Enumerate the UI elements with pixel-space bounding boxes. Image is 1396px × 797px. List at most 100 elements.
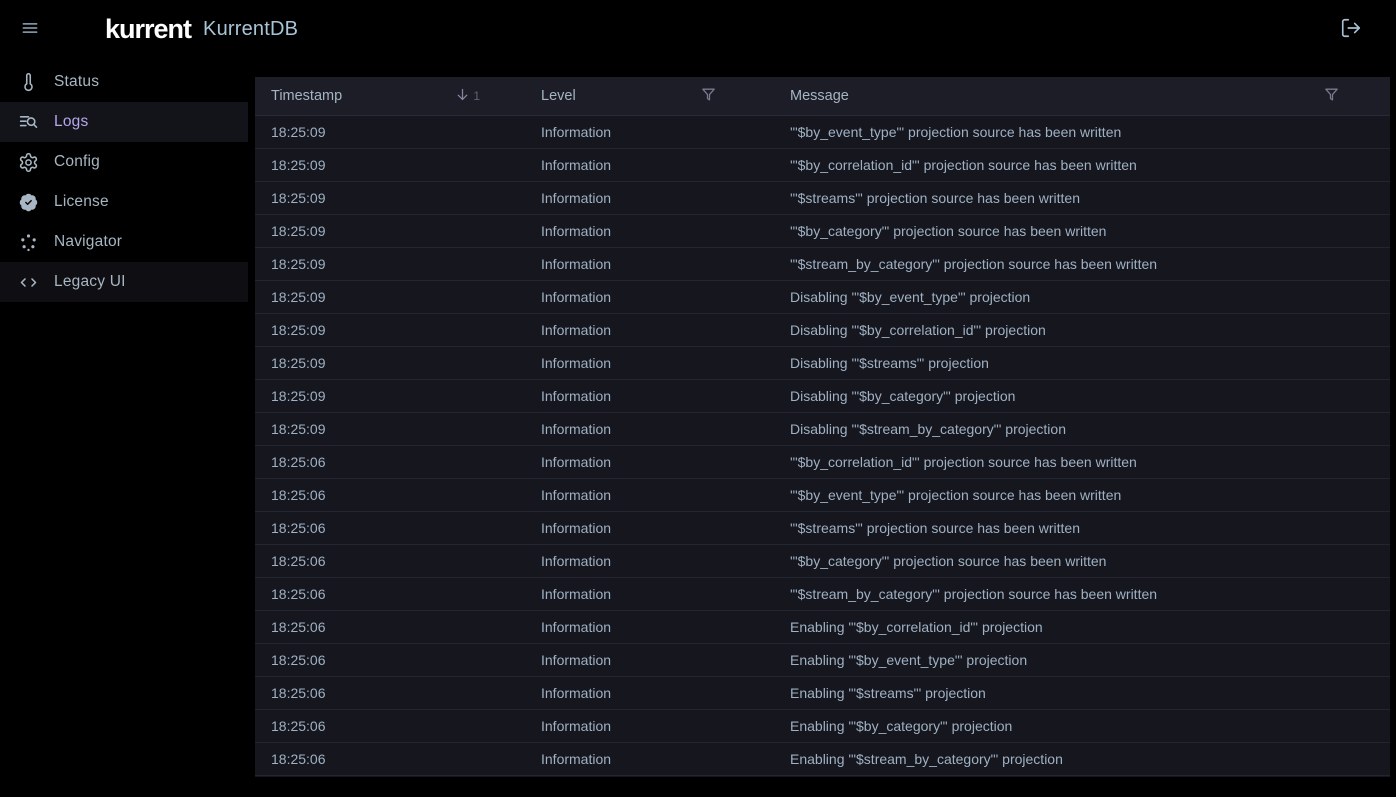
- timestamp-cell: 18:25:09: [271, 355, 326, 371]
- timestamp-cell: 18:25:06: [271, 520, 326, 536]
- sort-indicator[interactable]: 1: [454, 86, 480, 107]
- topbar: kurrent KurrentDB: [0, 0, 1396, 58]
- message-cell: Disabling '"$streams"' projection: [790, 355, 989, 371]
- log-table-row: 18:25:06 Information Enabling '"$by_even…: [255, 644, 1390, 677]
- log-table-row: 18:25:09 Information '"$by_category"' pr…: [255, 215, 1390, 248]
- message-cell: Enabling '"$stream_by_category"' project…: [790, 751, 1063, 767]
- log-table-row: 18:25:06 Information '"$stream_by_catego…: [255, 578, 1390, 611]
- navigator-dots-icon: [17, 231, 39, 253]
- menu-icon: [20, 18, 40, 41]
- thermometer-icon: [17, 71, 39, 93]
- timestamp-cell: 18:25:06: [271, 685, 326, 701]
- logs-table: Timestamp 1 Level Message: [255, 77, 1390, 777]
- sidebar-item-license[interactable]: License: [0, 182, 248, 222]
- column-header-level[interactable]: Level: [518, 77, 765, 115]
- timestamp-header-label: Timestamp: [271, 88, 343, 104]
- logout-icon: [1340, 17, 1362, 42]
- message-cell: '"$by_correlation_id"' projection source…: [790, 454, 1137, 470]
- level-cell: Information: [541, 190, 612, 206]
- timestamp-cell: 18:25:06: [271, 487, 326, 503]
- sidebar-item-status[interactable]: Status: [0, 62, 248, 102]
- column-header-message[interactable]: Message: [765, 77, 1390, 115]
- level-cell: Information: [541, 157, 612, 173]
- message-header-label: Message: [790, 88, 849, 104]
- message-cell: Disabling '"$by_category"' projection: [790, 388, 1016, 404]
- log-table-row: 18:25:06 Information Enabling '"$by_cate…: [255, 710, 1390, 743]
- message-cell: Enabling '"$by_category"' projection: [790, 718, 1013, 734]
- list-search-icon: [17, 111, 39, 133]
- log-table-row: 18:25:09 Information '"$streams"' projec…: [255, 182, 1390, 215]
- log-table-row: 18:25:09 Information '"$stream_by_catego…: [255, 248, 1390, 281]
- sidebar-item-label: Navigator: [54, 233, 123, 250]
- brand-logo: kurrent: [56, 13, 192, 45]
- message-filter-button[interactable]: [1323, 86, 1340, 107]
- timestamp-cell: 18:25:09: [271, 322, 326, 338]
- sidebar-item-logs[interactable]: Logs: [0, 102, 248, 142]
- timestamp-cell: 18:25:06: [271, 619, 326, 635]
- column-header-timestamp[interactable]: Timestamp 1: [255, 77, 518, 115]
- table-header-row: Timestamp 1 Level Message: [255, 77, 1390, 116]
- sort-order-badge: 1: [473, 89, 480, 103]
- message-cell: '"$by_event_type"' projection source has…: [790, 487, 1122, 503]
- level-cell: Information: [541, 619, 612, 635]
- kurrent-logo-icon: [56, 13, 98, 45]
- timestamp-cell: 18:25:09: [271, 289, 326, 305]
- message-cell: '"$by_correlation_id"' projection source…: [790, 157, 1137, 173]
- level-header-label: Level: [541, 88, 576, 104]
- level-cell: Information: [541, 355, 612, 371]
- hamburger-menu-button[interactable]: [16, 15, 44, 43]
- sidebar-item-label: Legacy UI: [54, 273, 126, 290]
- log-table-row: 18:25:09 Information Disabling '"$by_eve…: [255, 281, 1390, 314]
- message-cell: '"$by_event_type"' projection source has…: [790, 124, 1122, 140]
- log-table-row: 18:25:09 Information '"$by_correlation_i…: [255, 149, 1390, 182]
- level-cell: Information: [541, 454, 612, 470]
- badge-check-icon: [17, 191, 39, 213]
- message-cell: Disabling '"$by_correlation_id"' project…: [790, 322, 1046, 338]
- sidebar-item-legacy-ui[interactable]: Legacy UI: [0, 262, 248, 302]
- log-table-row: 18:25:09 Information Disabling '"$by_cat…: [255, 380, 1390, 413]
- table-body: 18:25:09 Information '"$by_event_type"' …: [255, 116, 1390, 777]
- sidebar: Status Logs Config License Navigator Leg…: [0, 58, 248, 797]
- sidebar-item-navigator[interactable]: Navigator: [0, 222, 248, 262]
- level-cell: Information: [541, 256, 612, 272]
- timestamp-cell: 18:25:09: [271, 256, 326, 272]
- message-cell: Enabling '"$by_event_type"' projection: [790, 652, 1028, 668]
- level-filter-button[interactable]: [700, 86, 717, 107]
- timestamp-cell: 18:25:09: [271, 223, 326, 239]
- level-cell: Information: [541, 223, 612, 239]
- timestamp-cell: 18:25:06: [271, 751, 326, 767]
- timestamp-cell: 18:25:09: [271, 157, 326, 173]
- filter-funnel-icon: [1323, 86, 1340, 107]
- level-cell: Information: [541, 718, 612, 734]
- message-cell: '"$by_category"' projection source has b…: [790, 553, 1107, 569]
- timestamp-cell: 18:25:06: [271, 718, 326, 734]
- log-table-row: 18:25:06 Information '"$by_correlation_i…: [255, 446, 1390, 479]
- level-cell: Information: [541, 322, 612, 338]
- log-table-row: 18:25:06 Information Enabling '"$streams…: [255, 677, 1390, 710]
- logout-button[interactable]: [1336, 14, 1366, 44]
- level-cell: Information: [541, 685, 612, 701]
- message-cell: '"$stream_by_category"' projection sourc…: [790, 586, 1158, 602]
- log-table-row: 18:25:06 Information Enabling '"$by_corr…: [255, 611, 1390, 644]
- message-cell: Disabling '"$by_event_type"' projection: [790, 289, 1031, 305]
- level-cell: Information: [541, 520, 612, 536]
- message-cell: '"$streams"' projection source has been …: [790, 520, 1080, 536]
- log-table-row: 18:25:06 Information '"$streams"' projec…: [255, 512, 1390, 545]
- log-table-row: 18:25:09 Information Disabling '"$by_cor…: [255, 314, 1390, 347]
- sidebar-item-config[interactable]: Config: [0, 142, 248, 182]
- log-table-row: 18:25:09 Information '"$by_event_type"' …: [255, 116, 1390, 149]
- level-cell: Information: [541, 553, 612, 569]
- log-table-row: 18:25:06 Information '"$by_event_type"' …: [255, 479, 1390, 512]
- message-cell: '"$by_category"' projection source has b…: [790, 223, 1107, 239]
- app-title: KurrentDB: [203, 17, 299, 40]
- code-brackets-icon: [17, 271, 39, 293]
- timestamp-cell: 18:25:06: [271, 652, 326, 668]
- log-table-row: 18:25:06 Information '"$by_category"' pr…: [255, 545, 1390, 578]
- sort-descending-icon: [454, 86, 471, 107]
- message-cell: Enabling '"$streams"' projection: [790, 685, 986, 701]
- timestamp-cell: 18:25:09: [271, 190, 326, 206]
- gear-icon: [17, 151, 39, 173]
- log-table-row: 18:25:06 Information Enabling '"$stream_…: [255, 743, 1390, 776]
- timestamp-cell: 18:25:09: [271, 421, 326, 437]
